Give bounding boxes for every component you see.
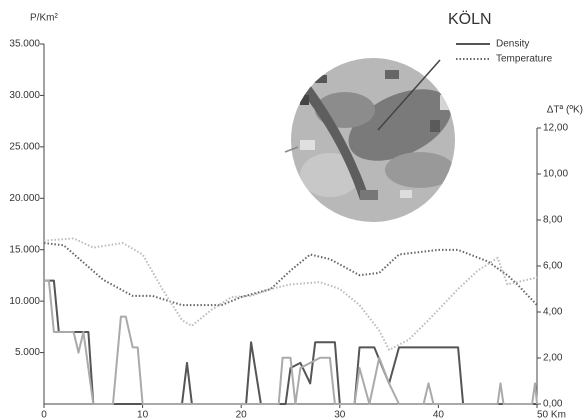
chart-title: KÖLN: [448, 10, 492, 28]
y-tick-label: 10.000: [9, 296, 40, 307]
y-tick-label: 5.000: [15, 347, 40, 358]
y2-tick-label: 2,00: [543, 353, 563, 364]
y2-axis-title: ΔTª (ºK): [547, 105, 583, 116]
y-tick-label: 30.000: [9, 90, 40, 101]
y-tick-label: 15.000: [9, 244, 40, 255]
y2-tick-label: 4,00: [543, 307, 563, 318]
series-line: [43, 242, 538, 307]
x-tick-label: 20: [236, 410, 248, 420]
y2-tick-label: 6,00: [543, 261, 563, 272]
x-tick-label: 0: [41, 410, 47, 420]
y2-tick-label: 0,00: [543, 399, 563, 410]
x-tick-label: 30: [334, 410, 346, 420]
y-tick-label: 20.000: [9, 193, 40, 204]
y-axis-title: P/Km²: [30, 13, 58, 24]
x-tick-label: 50 Km: [537, 410, 566, 420]
legend-label: Temperature: [496, 54, 553, 65]
satellite-image: [284, 58, 455, 222]
y2-tick-label: 10,00: [543, 169, 568, 180]
x-tick-label: 40: [433, 410, 445, 420]
legend-label: Density: [496, 39, 529, 50]
x-tick-label: 10: [137, 410, 149, 420]
series-line: [43, 237, 538, 351]
y2-tick-label: 8,00: [543, 215, 563, 226]
series-line: [44, 279, 538, 405]
y2-tick-label: 12,00: [543, 123, 568, 134]
y-tick-label: 35.000: [9, 39, 40, 50]
y-tick-label: 25.000: [9, 141, 40, 152]
